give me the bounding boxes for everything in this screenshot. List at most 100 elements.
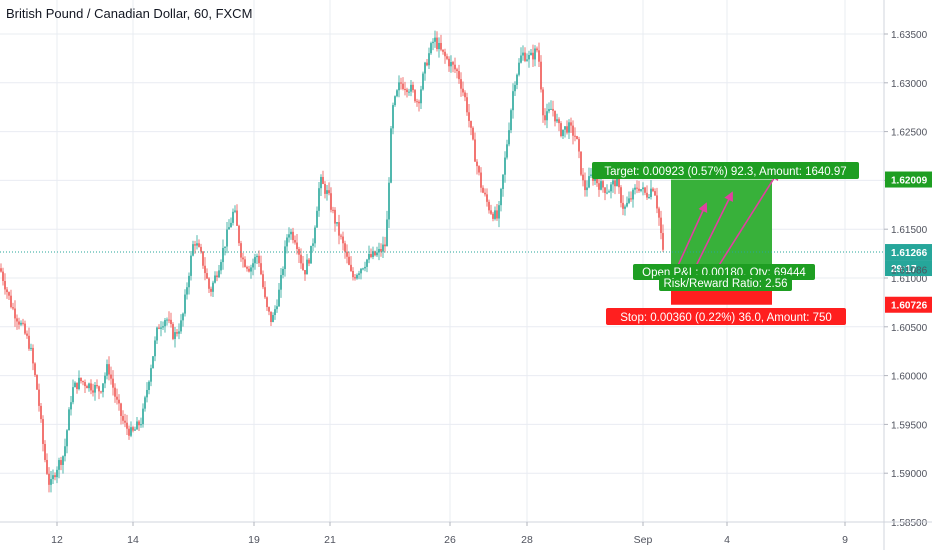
candle-body xyxy=(476,161,478,167)
candle-body xyxy=(154,340,156,357)
candle-body xyxy=(64,446,66,457)
candle-body xyxy=(446,56,448,59)
candle-body xyxy=(290,231,292,235)
candle-body xyxy=(98,386,100,392)
candle-body xyxy=(42,419,44,444)
candle-body xyxy=(632,189,634,200)
candle-body xyxy=(318,188,320,211)
target-label: Target: 0.00923 (0.57%) 92.3, Amount: 16… xyxy=(604,166,846,178)
countdown-tag: 29:17 xyxy=(891,264,917,275)
candle-body xyxy=(90,383,92,391)
candle-body xyxy=(166,319,168,321)
candle-body xyxy=(522,52,524,56)
candle-body xyxy=(546,111,548,121)
candle-body xyxy=(436,37,438,50)
candle-body xyxy=(30,347,32,349)
candle-body xyxy=(510,110,512,131)
price-tick-label: 1.59000 xyxy=(891,469,928,480)
candle-body xyxy=(586,187,588,191)
candle-body xyxy=(134,429,136,431)
candle-body xyxy=(530,52,532,56)
candle-body xyxy=(512,91,514,111)
candle-body xyxy=(560,123,562,137)
candle-body xyxy=(538,50,540,62)
candle-body xyxy=(128,428,130,436)
candle-body xyxy=(192,244,194,256)
candle-body xyxy=(336,222,338,224)
candle-body xyxy=(86,386,88,389)
target-label-bg xyxy=(592,162,859,179)
candle-body xyxy=(598,183,600,190)
candle-body xyxy=(228,227,230,230)
candle-body xyxy=(300,254,302,264)
candle-body xyxy=(654,191,656,196)
candle-body xyxy=(276,306,278,310)
candle-body xyxy=(112,378,114,388)
candle-body xyxy=(4,280,6,290)
time-tick-label: 9 xyxy=(842,534,848,546)
candle-body xyxy=(168,319,170,321)
candle-body xyxy=(472,127,474,140)
candle-body xyxy=(40,405,42,420)
candle-body xyxy=(38,389,40,406)
candle-body xyxy=(142,408,144,425)
candle-body xyxy=(18,321,20,325)
candle-body xyxy=(490,210,492,214)
candle-body xyxy=(496,210,498,219)
projection-arrow[interactable] xyxy=(693,191,733,271)
candle-body xyxy=(524,52,526,61)
candle-body xyxy=(194,244,196,246)
candle-body xyxy=(118,399,120,404)
candle-body xyxy=(222,247,224,263)
candle-body xyxy=(574,135,576,137)
projection-arrow[interactable] xyxy=(675,202,708,271)
target-zone[interactable] xyxy=(671,179,772,270)
candle-body xyxy=(602,181,604,188)
candle-body xyxy=(386,219,388,247)
countdown-tag-bg xyxy=(885,260,932,277)
candle-body xyxy=(68,409,70,431)
candle-body xyxy=(494,210,496,219)
candle-body xyxy=(430,43,432,54)
candle-body xyxy=(618,178,620,188)
candle-body xyxy=(508,130,510,145)
candle-body xyxy=(650,188,652,198)
price-tick-label: 1.63000 xyxy=(891,79,928,90)
candle-body xyxy=(96,385,98,387)
candle-body xyxy=(6,289,8,293)
candle-body xyxy=(600,181,602,190)
candles xyxy=(0,30,664,493)
candle-body xyxy=(150,368,152,382)
candle-body xyxy=(132,427,134,431)
stop-label: Stop: 0.00360 (0.22%) 36.0, Amount: 750 xyxy=(620,312,832,324)
candle-body xyxy=(414,90,416,102)
candle-body xyxy=(78,377,80,390)
projection-arrow[interactable] xyxy=(715,170,780,271)
candle-body xyxy=(202,251,204,266)
candle-body xyxy=(658,208,660,218)
candle-body xyxy=(152,356,154,369)
candle-body xyxy=(172,324,174,339)
candle-body xyxy=(416,101,418,103)
price-axis[interactable]: 1.635001.630001.625001.620001.615001.610… xyxy=(883,0,932,550)
stop-price-tag-bg xyxy=(885,296,932,313)
candle-body xyxy=(256,255,258,258)
candle-body xyxy=(48,473,50,485)
candle-body xyxy=(520,55,522,63)
candle-body xyxy=(624,206,626,209)
candle-body xyxy=(484,192,486,195)
candle-body xyxy=(350,264,352,271)
candle-body xyxy=(104,375,106,384)
candle-body xyxy=(540,61,542,90)
candle-body xyxy=(316,210,318,228)
candle-body xyxy=(514,84,516,92)
time-axis[interactable]: 12 14 19 21 26 28 Sep 4 9 xyxy=(0,521,932,546)
candle-body xyxy=(566,126,568,133)
candle-body xyxy=(536,48,538,51)
candle-body xyxy=(366,259,368,267)
candle-body xyxy=(264,287,266,298)
position-labels: Target: 0.00923 (0.57%) 92.3, Amount: 16… xyxy=(592,162,859,325)
candle-body xyxy=(28,335,30,349)
candle-body xyxy=(170,319,172,325)
